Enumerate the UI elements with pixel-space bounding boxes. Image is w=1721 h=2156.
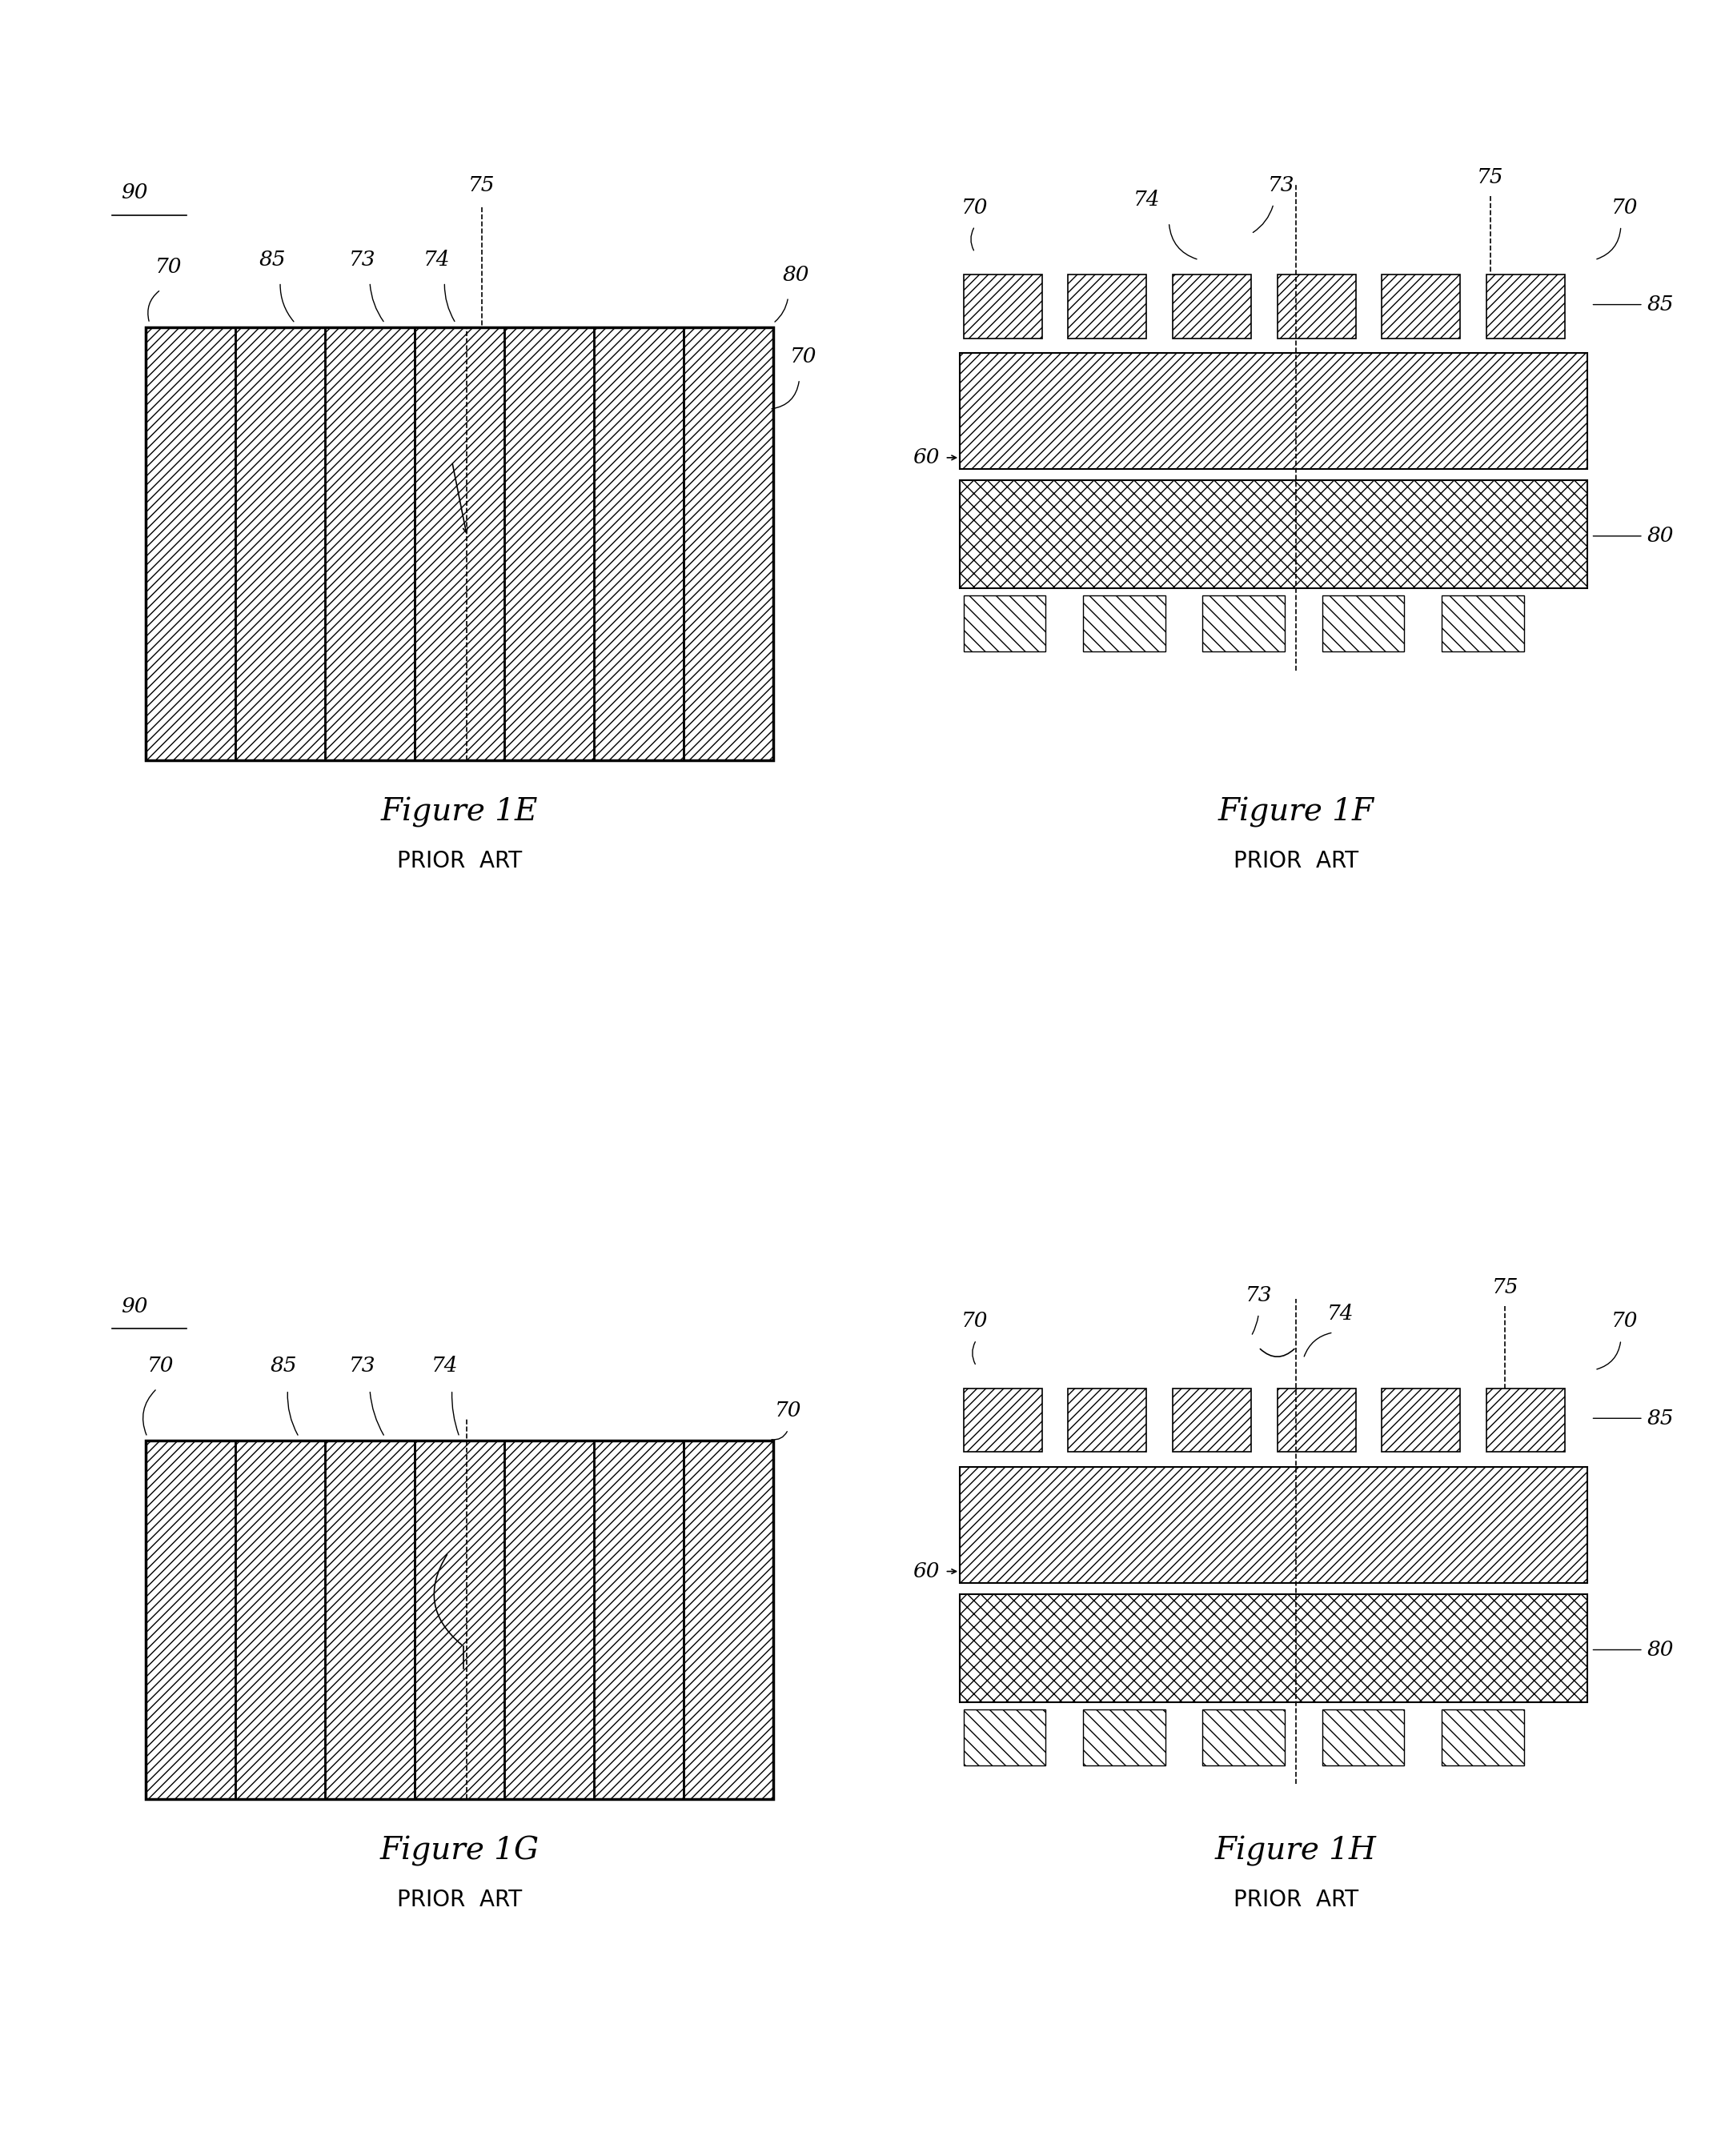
- Text: 80: 80: [781, 265, 809, 285]
- Bar: [1382, 274, 1459, 338]
- Text: 75: 75: [1477, 168, 1504, 188]
- Text: 70: 70: [962, 198, 988, 218]
- Text: 85: 85: [270, 1356, 298, 1376]
- Text: 75: 75: [468, 175, 496, 196]
- Bar: [146, 328, 773, 761]
- Text: 85: 85: [1647, 295, 1675, 315]
- Bar: [1322, 595, 1404, 651]
- Bar: [504, 1440, 594, 1798]
- Text: 90: 90: [120, 183, 148, 203]
- Text: 74: 74: [423, 250, 451, 270]
- Text: Figure 1G: Figure 1G: [380, 1837, 539, 1867]
- Text: 70: 70: [962, 1311, 988, 1330]
- Text: 70: 70: [1611, 198, 1638, 218]
- Bar: [964, 1388, 1041, 1451]
- Bar: [1172, 1388, 1251, 1451]
- Text: 70: 70: [1611, 1311, 1638, 1330]
- Bar: [415, 328, 504, 761]
- Bar: [1277, 1388, 1356, 1451]
- Bar: [683, 328, 773, 761]
- Bar: [960, 1466, 1587, 1583]
- Bar: [146, 328, 236, 761]
- Bar: [325, 1440, 415, 1798]
- Bar: [1322, 1710, 1404, 1766]
- Bar: [960, 354, 1587, 468]
- Bar: [594, 328, 683, 761]
- Bar: [964, 595, 1046, 651]
- Bar: [236, 1440, 325, 1798]
- Text: Figure 1H: Figure 1H: [1215, 1837, 1377, 1867]
- Bar: [964, 274, 1041, 338]
- Bar: [1442, 1710, 1523, 1766]
- Text: 70: 70: [155, 257, 182, 278]
- Text: 70: 70: [774, 1401, 802, 1421]
- Bar: [1083, 595, 1165, 651]
- Bar: [415, 1440, 504, 1798]
- Text: 90: 90: [120, 1296, 148, 1317]
- Text: 70: 70: [790, 347, 816, 367]
- Bar: [960, 481, 1587, 589]
- Text: 75: 75: [1492, 1279, 1518, 1298]
- Text: 85: 85: [260, 250, 286, 270]
- Text: 80: 80: [1647, 1641, 1675, 1660]
- Text: 60: 60: [912, 1561, 940, 1580]
- Bar: [146, 328, 773, 761]
- Bar: [1203, 1710, 1286, 1766]
- Text: PRIOR  ART: PRIOR ART: [1234, 1889, 1358, 1910]
- Bar: [683, 1440, 773, 1798]
- Bar: [1069, 1388, 1146, 1451]
- Text: Figure 1E: Figure 1E: [380, 798, 539, 828]
- Text: 74: 74: [1327, 1304, 1354, 1324]
- Bar: [1442, 595, 1523, 651]
- Bar: [1487, 1388, 1564, 1451]
- Bar: [325, 328, 415, 761]
- Text: 73: 73: [1246, 1285, 1272, 1304]
- Text: 74: 74: [1132, 190, 1160, 209]
- Bar: [1172, 274, 1251, 338]
- Text: 85: 85: [1647, 1408, 1675, 1427]
- Text: PRIOR  ART: PRIOR ART: [398, 849, 521, 871]
- Bar: [1203, 595, 1286, 651]
- Bar: [504, 328, 594, 761]
- Text: 74: 74: [432, 1356, 458, 1376]
- Bar: [236, 328, 325, 761]
- Text: 73: 73: [349, 1356, 375, 1376]
- Text: 80: 80: [1647, 526, 1675, 545]
- Bar: [1277, 274, 1356, 338]
- Bar: [1382, 1388, 1459, 1451]
- Bar: [146, 1440, 773, 1798]
- Text: PRIOR  ART: PRIOR ART: [1234, 849, 1358, 871]
- Bar: [1069, 274, 1146, 338]
- Bar: [964, 1710, 1046, 1766]
- Bar: [594, 1440, 683, 1798]
- Text: 70: 70: [148, 1356, 174, 1376]
- Bar: [960, 1593, 1587, 1701]
- Text: Figure 1F: Figure 1F: [1218, 798, 1373, 828]
- Text: 60: 60: [912, 448, 940, 468]
- Text: 73: 73: [349, 250, 375, 270]
- Bar: [1487, 274, 1564, 338]
- Text: PRIOR  ART: PRIOR ART: [398, 1889, 521, 1910]
- Text: 73: 73: [1268, 175, 1294, 196]
- Bar: [146, 1440, 236, 1798]
- Bar: [1083, 1710, 1165, 1766]
